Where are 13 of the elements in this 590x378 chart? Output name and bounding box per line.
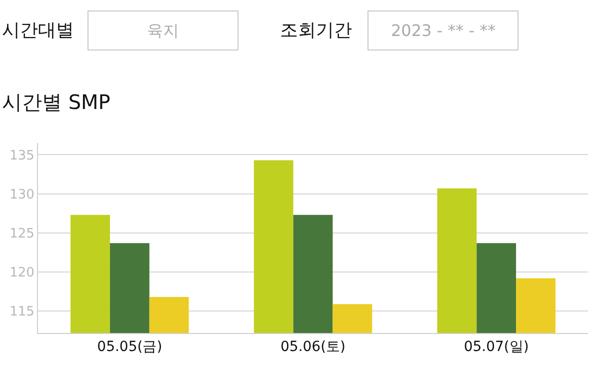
y-tick-label: 120: [10, 266, 34, 281]
y-tick-label: 130: [10, 187, 34, 202]
x-tick-label: 05.06(토): [280, 338, 346, 355]
y-tick-label: 135: [10, 148, 34, 164]
text: 조회기간: [280, 20, 352, 41]
y-tick-label: 125: [10, 226, 34, 242]
text: 시간대별: [2, 20, 74, 41]
y-tick-label: 115: [10, 304, 34, 320]
x-tick-label: 05.07(일): [464, 338, 529, 355]
text: 육지: [147, 21, 179, 40]
x-tick-label: 05.05(금): [97, 338, 162, 355]
chart-title: 시간별 SMP: [2, 90, 110, 114]
text: 2023 - ** - **: [391, 21, 496, 40]
